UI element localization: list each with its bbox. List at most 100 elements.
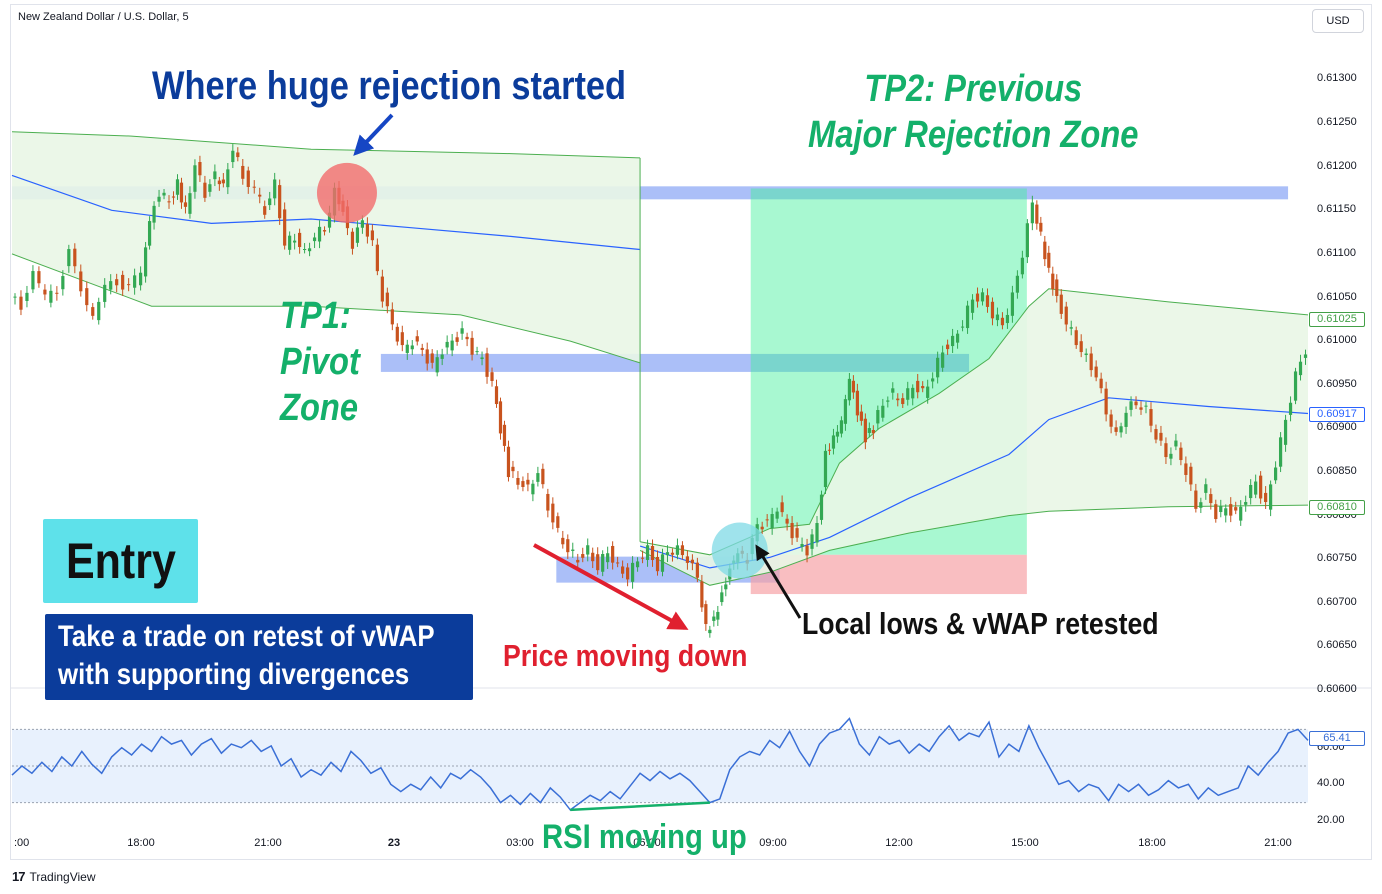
price-candle <box>847 378 852 401</box>
price-candle <box>1139 407 1143 410</box>
price-candle <box>606 553 610 563</box>
price-candle <box>1274 467 1278 481</box>
time-axis-tick: :00 <box>14 837 30 849</box>
price-candle <box>1194 490 1198 509</box>
time-axis-tick: 18:00 <box>127 837 155 849</box>
vwap-band-fill <box>12 131 641 363</box>
price-candle <box>167 201 171 203</box>
price-candle <box>1149 409 1153 426</box>
price-candle <box>541 468 545 485</box>
price-candle <box>91 307 95 316</box>
price-candle <box>380 276 384 302</box>
price-candle <box>1124 412 1128 427</box>
tradingview-brand[interactable]: 17 TradingView <box>12 869 96 884</box>
price-candle <box>1119 426 1123 433</box>
price-candle <box>975 293 980 302</box>
price-candle <box>1189 466 1193 485</box>
price-candle <box>708 629 712 634</box>
price-candle <box>67 249 71 267</box>
price-candle <box>1051 273 1055 290</box>
price-candle <box>502 424 507 446</box>
price-candle <box>635 561 640 568</box>
price-candle <box>911 387 915 399</box>
price-candle <box>521 481 525 487</box>
price-candle <box>258 194 262 197</box>
price-candle <box>946 344 950 350</box>
price-candle <box>886 400 890 402</box>
price-candle <box>263 206 267 215</box>
price-badge: 0.60810 <box>1309 499 1365 515</box>
price-candle <box>1129 401 1133 410</box>
rsi-divergence-line <box>570 801 710 812</box>
price-candle <box>171 196 176 198</box>
rsi-axis-tick: 40.00 <box>1317 777 1345 790</box>
annotation-tp1: TP1: Pivot Zone <box>280 295 360 429</box>
price-candle <box>1288 402 1293 415</box>
pivot-zone <box>380 353 970 372</box>
price-candle <box>926 386 930 398</box>
price-candle <box>704 604 708 625</box>
price-candle <box>881 405 885 418</box>
price-candle <box>85 288 89 306</box>
price-candle <box>536 473 540 482</box>
price-candle <box>1079 341 1083 353</box>
price-candle <box>916 380 920 393</box>
price-candle <box>121 274 125 290</box>
price-candle <box>55 292 59 294</box>
price-candle <box>621 566 625 574</box>
price-axis-tick: 0.60900 <box>1317 421 1357 434</box>
price-candle <box>855 390 859 416</box>
price-candle <box>31 271 35 290</box>
price-candle <box>370 230 374 241</box>
price-candle <box>425 349 429 364</box>
price-candle <box>410 345 414 350</box>
price-candle <box>566 539 570 553</box>
price-candle <box>475 351 479 353</box>
price-candle <box>980 292 985 302</box>
annotation-local-lows: Local lows & vWAP retested <box>802 606 1159 641</box>
price-candle <box>470 337 474 355</box>
price-candle <box>1104 388 1108 415</box>
tradingview-logo-icon: 17 <box>12 869 26 884</box>
price-candle <box>188 193 192 214</box>
price-candle <box>941 352 945 368</box>
arrow-price-down <box>533 543 689 630</box>
price-candle <box>1283 419 1288 445</box>
price-candle <box>302 249 307 251</box>
price-candle <box>586 545 590 555</box>
price-candle <box>760 526 764 530</box>
price-axis-tick: 0.61150 <box>1317 203 1356 216</box>
price-candle <box>1249 484 1253 499</box>
price-candle <box>526 479 530 485</box>
price-candle <box>906 388 910 400</box>
price-candle <box>863 418 867 443</box>
price-candle <box>611 545 615 563</box>
price-candle <box>1069 327 1073 329</box>
price-candle <box>1303 354 1308 358</box>
price-candle <box>385 292 389 307</box>
price-candle <box>1214 504 1218 520</box>
price-candle <box>1000 317 1005 326</box>
price-candle <box>395 326 399 342</box>
price-candle <box>221 179 225 184</box>
price-candle <box>400 332 404 346</box>
price-candle <box>851 380 856 393</box>
price-candle <box>871 430 875 434</box>
price-candle <box>278 185 282 219</box>
price-candle <box>79 271 83 292</box>
price-candle <box>1219 506 1223 513</box>
price-candle <box>460 328 464 334</box>
price-candle <box>1064 306 1068 325</box>
currency-selector[interactable]: USD <box>1312 9 1364 33</box>
price-candle <box>1047 252 1051 268</box>
price-candle <box>440 354 444 359</box>
price-candle <box>576 559 580 563</box>
price-candle <box>375 244 379 272</box>
rsi-axis-tick: 20.00 <box>1317 813 1345 826</box>
price-candle <box>810 534 814 549</box>
price-candle <box>203 182 207 198</box>
price-candle <box>1184 463 1188 475</box>
price-axis-tick: 0.60750 <box>1317 552 1357 565</box>
price-candle <box>1154 429 1158 440</box>
